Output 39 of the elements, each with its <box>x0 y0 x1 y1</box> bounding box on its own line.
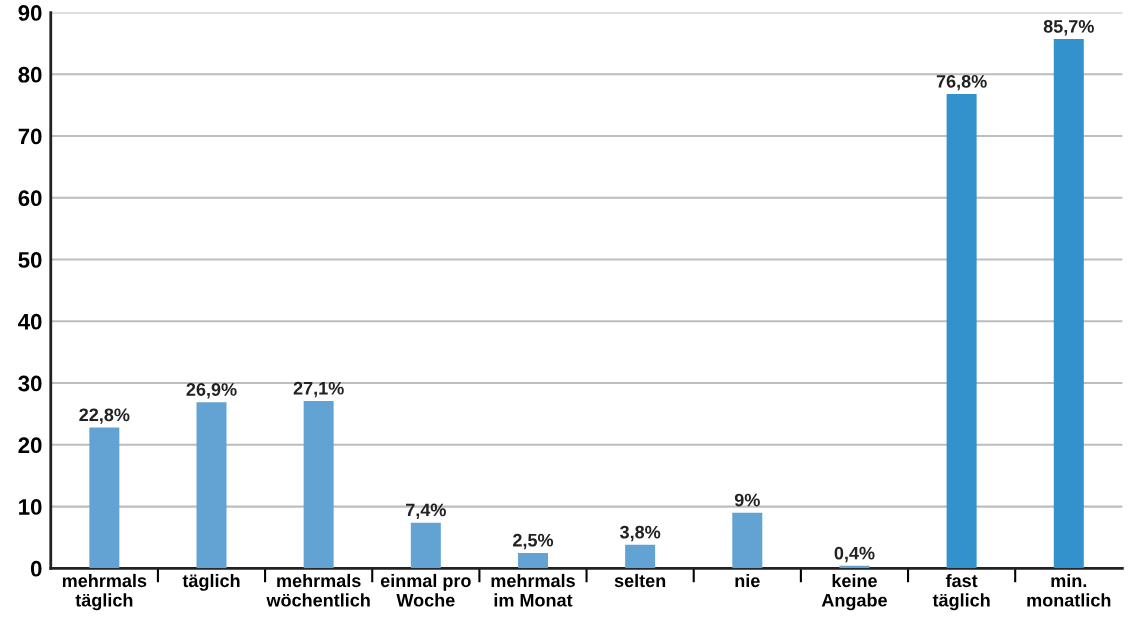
x-tick-label: mehrmals wöchentlich <box>266 573 370 607</box>
y-tick-label: 20 <box>18 437 42 454</box>
bar <box>625 544 656 569</box>
y-tick-label: 90 <box>18 5 42 21</box>
x-tick-label: selten <box>614 573 666 588</box>
x-tick-label: täglich <box>182 573 240 591</box>
y-tick-label: 10 <box>19 499 42 515</box>
bar <box>517 552 548 569</box>
x-tick-label: mehrmals im Monat <box>491 573 575 607</box>
bar <box>303 400 334 569</box>
x-tick-label: einmal pro Woche <box>380 573 471 607</box>
bar <box>89 427 120 569</box>
data-label: 7,4% <box>406 503 446 519</box>
bar <box>946 94 977 569</box>
bar <box>410 522 441 569</box>
y-tick-label: 0 <box>30 560 42 577</box>
data-label: 85,7% <box>1043 19 1094 36</box>
y-tick-label: 70 <box>18 128 42 145</box>
y-tick-label: 60 <box>18 190 42 207</box>
data-label: 27,1% <box>293 381 344 398</box>
y-tick-label: 40 <box>18 313 42 330</box>
bar <box>196 402 227 569</box>
bar <box>732 512 763 569</box>
data-label: 0,4% <box>834 546 875 563</box>
y-tick-label: 50 <box>18 252 42 268</box>
y-tick-label: 30 <box>18 375 42 392</box>
y-tick-label: 80 <box>18 66 42 83</box>
x-tick-label: nie <box>735 573 760 588</box>
data-label: 2,5% <box>513 533 554 550</box>
data-label: 76,8% <box>936 74 987 91</box>
x-tick-label: fast täglich <box>932 573 990 611</box>
data-label: 3,8% <box>619 525 661 542</box>
x-tick-label: keine Angabe <box>821 573 887 611</box>
bar <box>1053 39 1084 569</box>
x-tick-label: mehrmals täglich <box>62 573 147 611</box>
data-label: 26,9% <box>186 383 237 399</box>
data-label: 22,8% <box>79 408 130 424</box>
data-label: 9% <box>734 493 760 507</box>
x-tick-label: min. monatlich <box>1027 573 1111 607</box>
